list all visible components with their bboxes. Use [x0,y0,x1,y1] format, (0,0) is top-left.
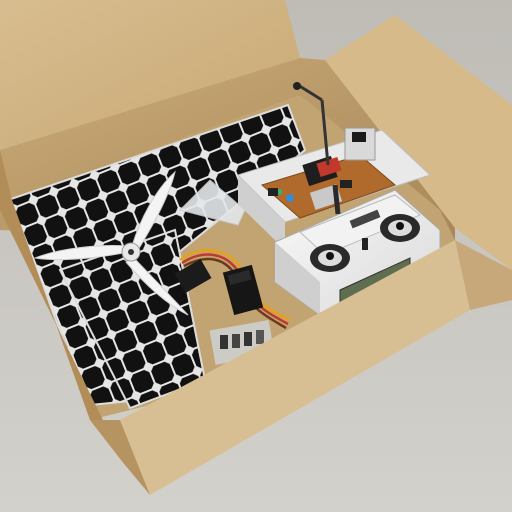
rc-transmitter [274,184,441,316]
toggle-switch [362,238,368,250]
top-switch-bar [349,209,381,229]
propeller [33,170,189,316]
box-right-flap [325,15,512,270]
right-stick-gimbal [380,214,420,242]
antenna-mast [293,82,330,166]
left-stick-gimbal [310,244,350,272]
box-back-flap [0,0,300,150]
servo-right [222,264,264,316]
box-front-corner [90,420,150,495]
battery-module [344,127,376,161]
transmitter-antenna [332,184,341,215]
box-front-flap [120,240,470,495]
servo-left [174,258,212,294]
box-right-edge [455,240,512,310]
